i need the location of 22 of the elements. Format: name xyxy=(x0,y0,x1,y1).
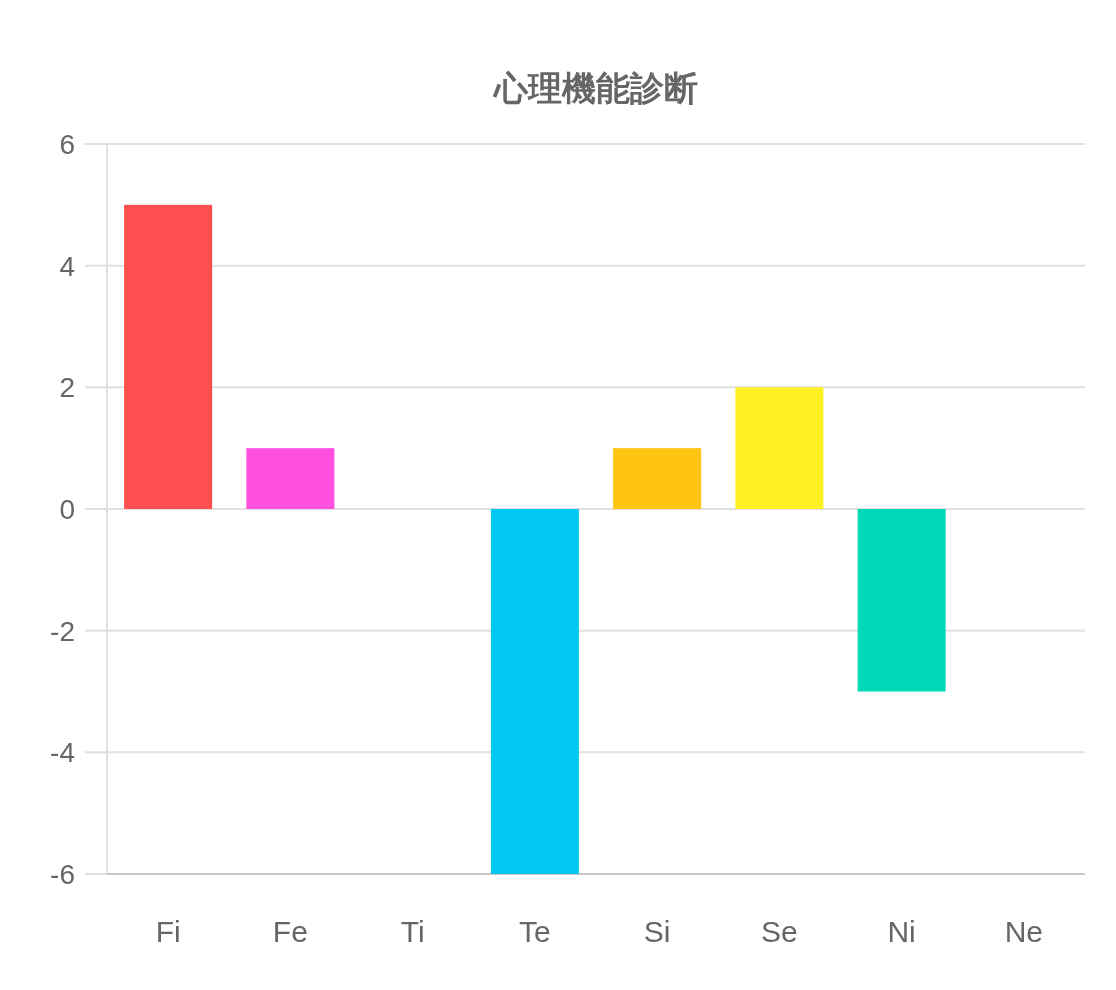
y-tick-label: -4 xyxy=(50,737,75,769)
y-tick-label: 6 xyxy=(59,129,75,160)
x-tick-label: Ni xyxy=(887,915,916,948)
y-tick-label: 4 xyxy=(59,250,75,282)
y-tick-label: 0 xyxy=(59,494,75,525)
y-tick-label: 2 xyxy=(59,372,75,404)
chart-title: 心理機能診断 xyxy=(492,69,698,107)
bar xyxy=(124,204,213,509)
bar xyxy=(735,387,824,509)
y-tick-label: -2 xyxy=(50,615,75,647)
bar xyxy=(490,509,579,874)
bar xyxy=(613,448,702,509)
bar xyxy=(857,509,946,692)
bar xyxy=(246,448,335,509)
x-tick-label: Fe xyxy=(272,915,308,948)
x-tick-label: Ti xyxy=(400,915,425,948)
x-tick-label: Ne xyxy=(1004,915,1044,948)
x-tick-label: Se xyxy=(761,915,798,948)
x-tick-label: Si xyxy=(643,915,671,948)
x-tick-label: Te xyxy=(519,915,551,948)
y-tick-label: -6 xyxy=(50,859,75,890)
x-tick-label: Fi xyxy=(155,915,181,948)
